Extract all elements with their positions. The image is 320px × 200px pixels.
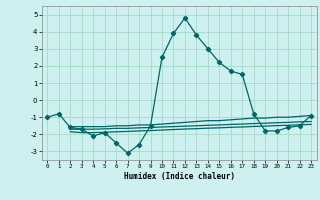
X-axis label: Humidex (Indice chaleur): Humidex (Indice chaleur): [124, 172, 235, 181]
